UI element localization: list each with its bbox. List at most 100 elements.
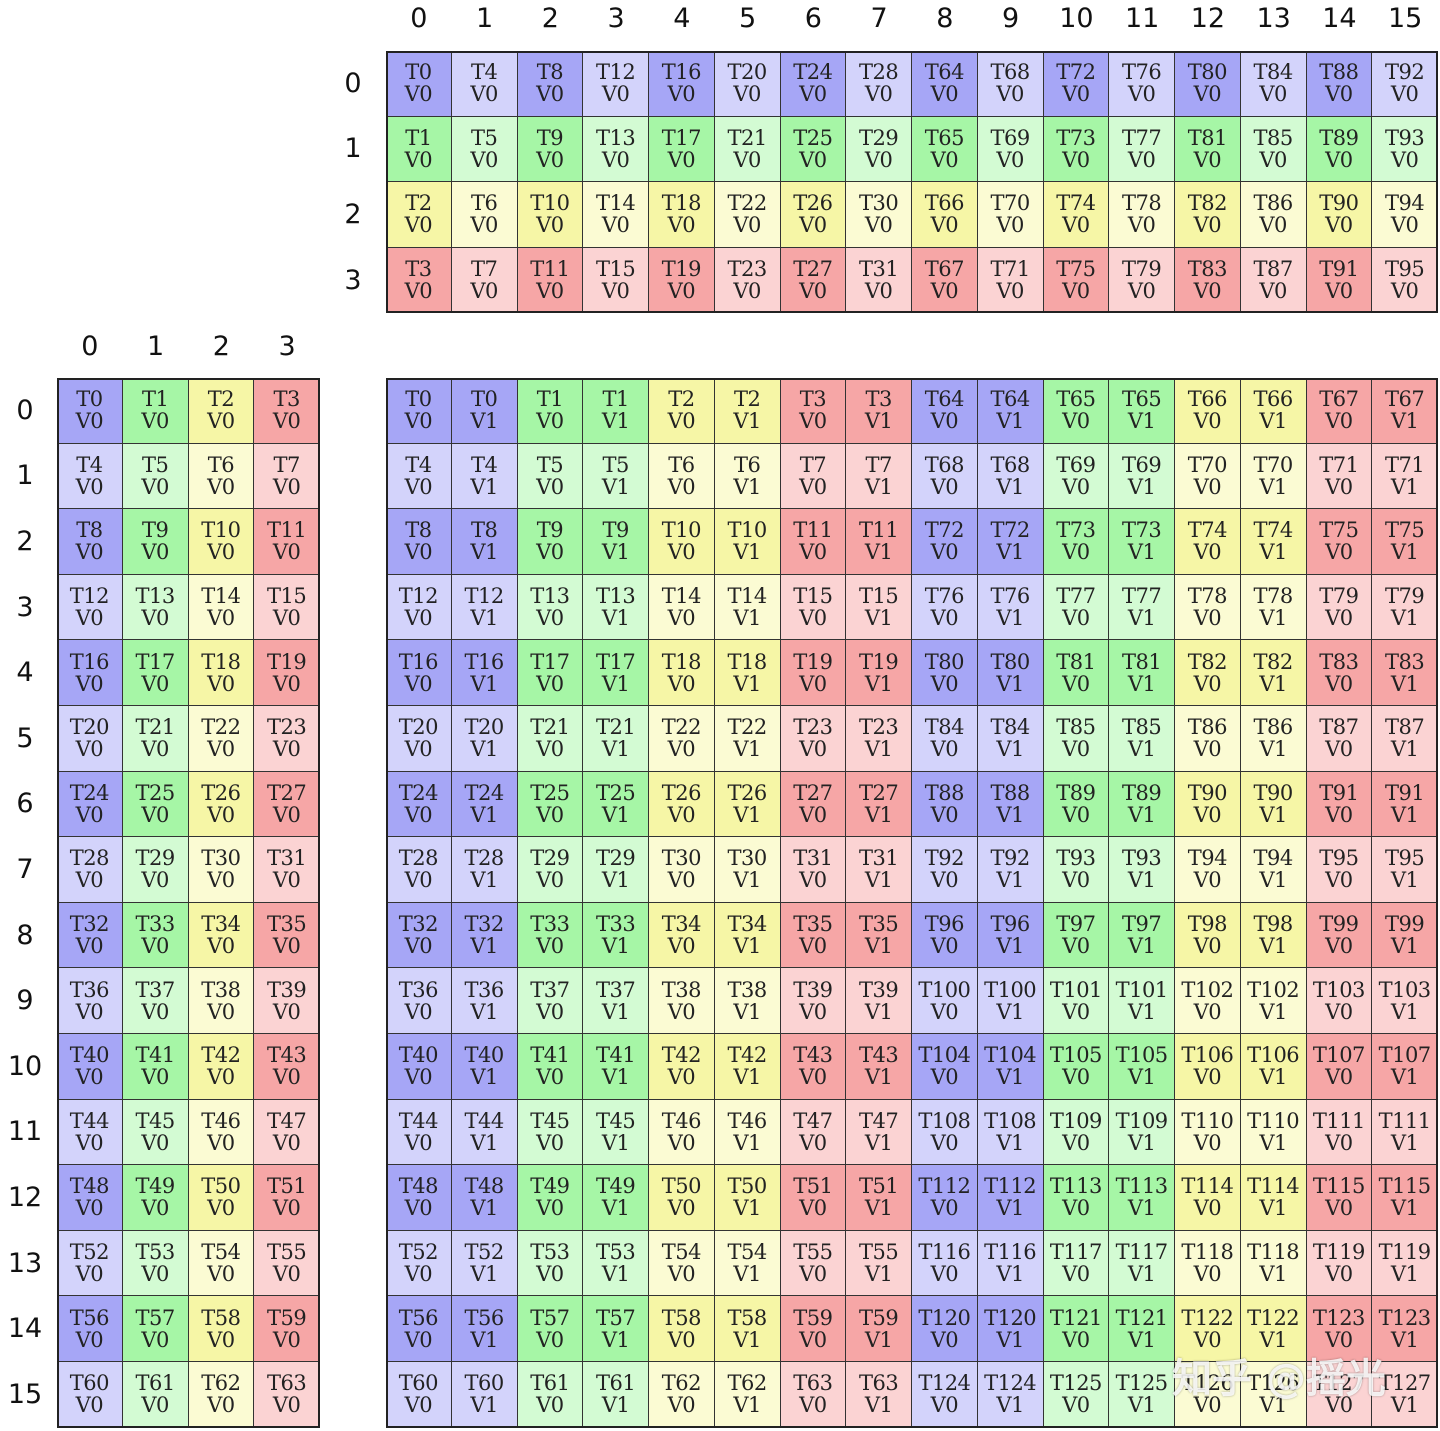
main-grid-cell: T62 V0 — [649, 1362, 715, 1428]
main-grid-cell: T15 V1 — [846, 574, 912, 641]
left-grid-cell: T58 V0 — [188, 1296, 255, 1362]
thread-label: T126 — [1181, 1371, 1234, 1396]
main-grid-cell: T85 V0 — [1043, 706, 1110, 772]
value-label: V0 — [667, 1065, 696, 1090]
value-label: V0 — [799, 213, 827, 238]
left-grid-cell: T10 V0 — [188, 509, 255, 575]
value-label: V0 — [1325, 474, 1353, 499]
thread-label: T82 — [1187, 191, 1228, 216]
value-label: V0 — [536, 213, 564, 238]
main-grid-cell: T0 V1 — [451, 378, 518, 444]
thread-label: T91 — [1319, 257, 1359, 282]
value-label: V1 — [1390, 737, 1419, 762]
main-grid-cell: T40 V0 — [386, 1034, 452, 1100]
thread-label: T86 — [1253, 191, 1294, 216]
thread-label: T37 — [530, 977, 570, 1002]
thread-label: T76 — [990, 584, 1031, 609]
thread-label: T9 — [602, 518, 629, 543]
value-label: V0 — [1193, 868, 1222, 893]
value-label: V0 — [667, 1327, 696, 1352]
main-grid-cell: T2 V1 — [714, 378, 781, 444]
thread-label: T121 — [1049, 1305, 1103, 1330]
main-grid-cell: T105 V1 — [1109, 1034, 1175, 1100]
main-grid-cell: T65 V0 — [1043, 378, 1110, 444]
thread-label: T16 — [464, 649, 505, 674]
thread-label: T54 — [727, 1240, 768, 1265]
top-grid-cell: T87 V0 — [1240, 247, 1307, 314]
value-label: V1 — [864, 1393, 893, 1418]
value-label: V1 — [601, 606, 630, 631]
value-label: V1 — [1390, 1065, 1419, 1090]
value-label: V0 — [1062, 671, 1090, 696]
thread-label: T79 — [1385, 584, 1425, 609]
thread-label: T13 — [135, 584, 176, 609]
value-label: V1 — [470, 409, 498, 434]
main-grid-cell: T43 V0 — [780, 1034, 847, 1100]
main-grid-cell: T8 V0 — [386, 509, 452, 575]
thread-label: T123 — [1312, 1305, 1366, 1330]
main-grid-cell: T18 V1 — [714, 640, 781, 706]
value-label: V0 — [1193, 540, 1222, 565]
value-label: V1 — [1127, 999, 1156, 1024]
top-grid-cell: T68 V0 — [977, 51, 1044, 117]
main-grid-cell: T69 V1 — [1109, 443, 1175, 510]
value-label: V0 — [272, 868, 301, 893]
thread-label: T56 — [69, 1305, 110, 1330]
left-grid-cell: T42 V0 — [188, 1034, 255, 1100]
top-col-index: 1 — [476, 3, 494, 34]
thread-label: T0 — [470, 387, 498, 412]
value-label: V0 — [536, 606, 564, 631]
top-row-index: 1 — [344, 133, 362, 165]
value-label: V0 — [207, 671, 235, 696]
value-label: V1 — [1127, 1130, 1156, 1155]
value-label: V0 — [864, 279, 893, 304]
top-grid-cell: T25 V0 — [780, 116, 847, 183]
thread-label: T7 — [799, 452, 827, 477]
value-label: V0 — [1193, 279, 1222, 304]
thread-label: T15 — [793, 584, 833, 609]
value-label: V1 — [601, 671, 630, 696]
thread-label: T32 — [464, 912, 505, 937]
thread-label: T48 — [398, 1174, 439, 1199]
thread-label: T35 — [793, 912, 833, 937]
main-grid-cell: T47 V0 — [780, 1099, 847, 1166]
value-label: V1 — [996, 409, 1024, 434]
value-label: V0 — [1062, 934, 1090, 959]
value-label: V0 — [1062, 606, 1090, 631]
main-grid-cell: T73 V1 — [1109, 509, 1175, 575]
thread-label: T98 — [1187, 912, 1228, 937]
thread-label: T83 — [1187, 257, 1228, 282]
thread-label: T42 — [727, 1043, 768, 1068]
left-grid-cell: T27 V0 — [254, 771, 320, 838]
main-grid-cell: T77 V0 — [1043, 574, 1110, 641]
left-col-index: 3 — [278, 331, 296, 362]
main-grid-cell: T19 V0 — [780, 640, 847, 706]
thread-label: T68 — [924, 452, 965, 477]
value-label: V1 — [1390, 802, 1419, 827]
main-grid-cell: T15 V0 — [780, 574, 847, 641]
left-row-index: 0 — [16, 394, 34, 426]
value-label: V0 — [667, 868, 696, 893]
value-label: V0 — [1062, 1130, 1090, 1155]
thread-label: T99 — [1319, 912, 1359, 937]
left-grid-cell: T30 V0 — [188, 837, 255, 903]
value-label: V0 — [1127, 279, 1156, 304]
left-grid-cell: T0 V0 — [57, 378, 123, 444]
thread-label: T92 — [990, 846, 1031, 871]
thread-label: T38 — [201, 977, 241, 1002]
thread-label: T9 — [536, 518, 564, 543]
left-grid-cell: T6 V0 — [188, 443, 255, 510]
thread-label: T46 — [727, 1108, 768, 1133]
value-label: V1 — [864, 606, 893, 631]
thread-label: T21 — [727, 125, 768, 150]
main-grid-cell: T65 V1 — [1109, 378, 1175, 444]
value-label: V0 — [1325, 737, 1353, 762]
main-grid-cell: T23 V1 — [846, 706, 912, 772]
value-label: V0 — [536, 147, 564, 172]
thread-label: T88 — [924, 780, 965, 805]
thread-label: T82 — [1187, 649, 1228, 674]
thread-label: T19 — [793, 649, 833, 674]
thread-label: T19 — [267, 649, 307, 674]
thread-label: T79 — [1319, 584, 1359, 609]
value-label: V1 — [733, 1327, 761, 1352]
